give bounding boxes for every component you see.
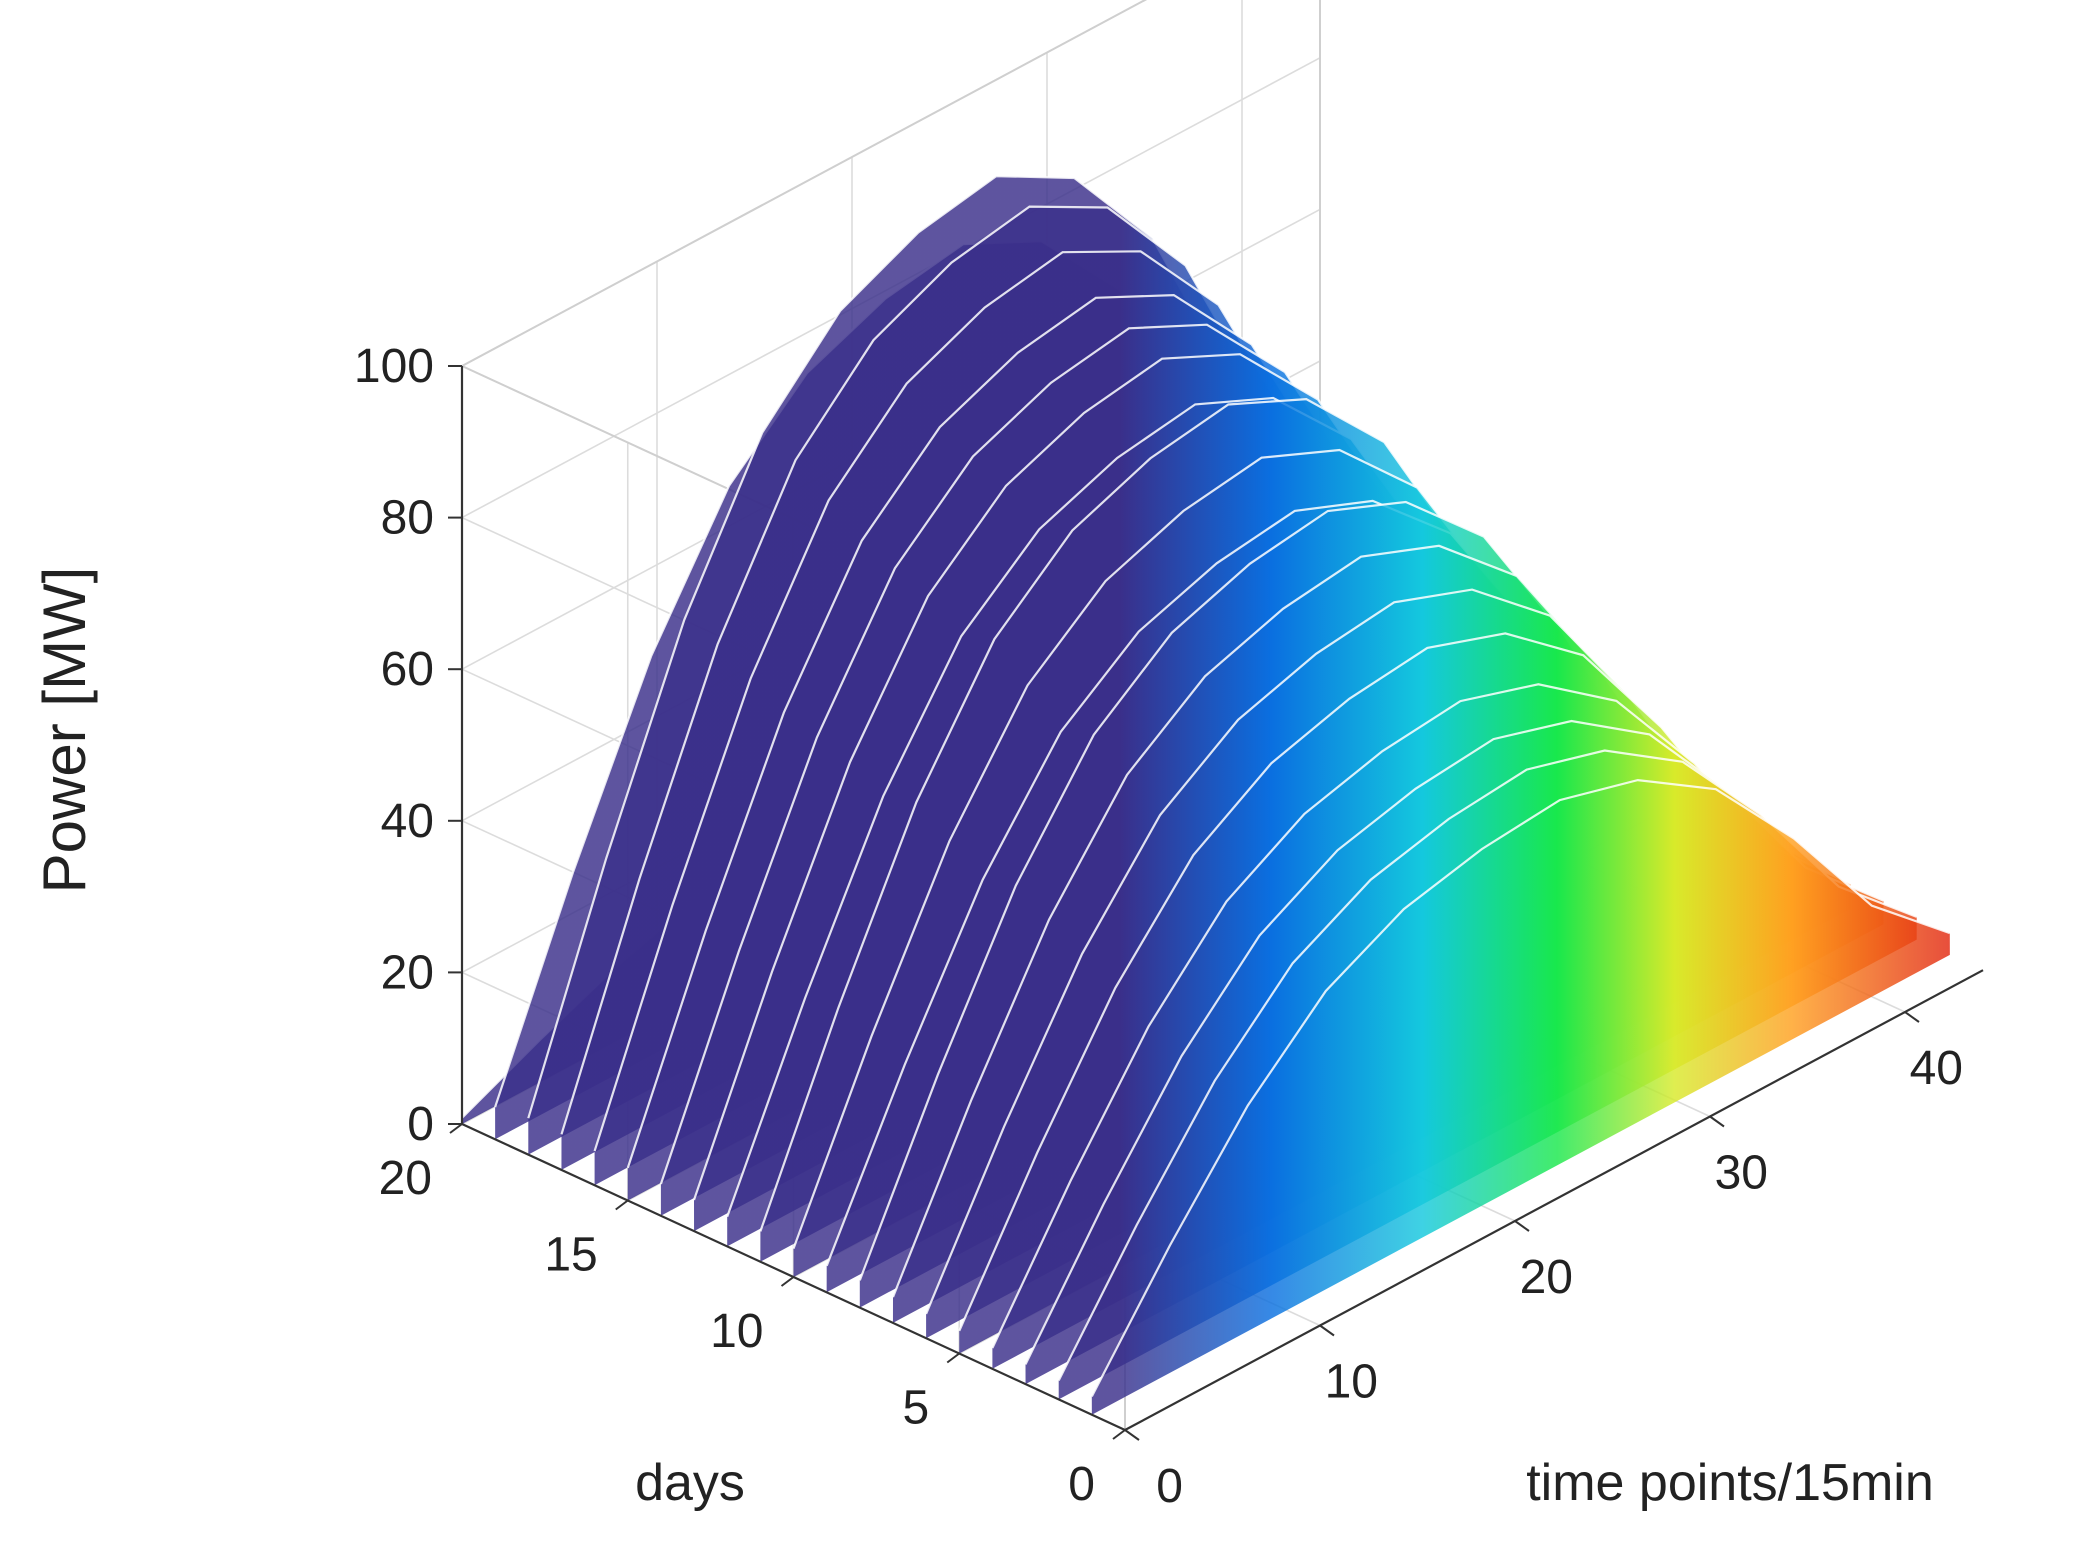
y-axis-label: days [635, 1454, 745, 1512]
y-tick-label: 10 [710, 1305, 763, 1358]
z-tick-label: 60 [381, 643, 434, 696]
y-tick [615, 1199, 629, 1211]
y-tick [1112, 1429, 1126, 1440]
z-tick-label: 80 [381, 492, 434, 545]
x-tick-label: 0 [1156, 1460, 1183, 1513]
x-tick-label: 20 [1520, 1251, 1573, 1304]
day-profile-line-5 [958, 632, 1818, 1332]
z-axis-label: Power [MW] [31, 567, 98, 894]
z-tick-label: 100 [354, 340, 434, 393]
x-tick-label: 30 [1715, 1147, 1768, 1200]
box-edge [461, 0, 1148, 367]
z-tick-label: 40 [381, 795, 434, 848]
z-tick-label: 20 [381, 946, 434, 999]
x-tick-label: 40 [1910, 1042, 1963, 1095]
x-tick [1709, 1115, 1725, 1128]
x-tick [1514, 1220, 1530, 1232]
x-tick [1124, 1429, 1140, 1441]
x-tick [1904, 1011, 1920, 1023]
y-tick [946, 1352, 960, 1364]
x-axis-line [1124, 969, 1984, 1431]
y-tick-label: 0 [1068, 1458, 1095, 1511]
x-tick [1319, 1324, 1335, 1337]
surface-layer [461, 174, 1951, 1415]
x-axis-label: time points/15min [1526, 1454, 1934, 1512]
x-tick-label: 10 [1325, 1356, 1378, 1409]
y-tick-label: 20 [379, 1152, 432, 1205]
day-profile-line-1 [1090, 778, 1951, 1398]
y-tick-label: 5 [903, 1382, 930, 1435]
z-tick-label: 0 [407, 1098, 434, 1151]
y-tick [780, 1276, 795, 1287]
y-tick-label: 15 [544, 1229, 597, 1282]
y-tick [449, 1123, 463, 1134]
day-slice-1 [1091, 780, 1950, 1415]
